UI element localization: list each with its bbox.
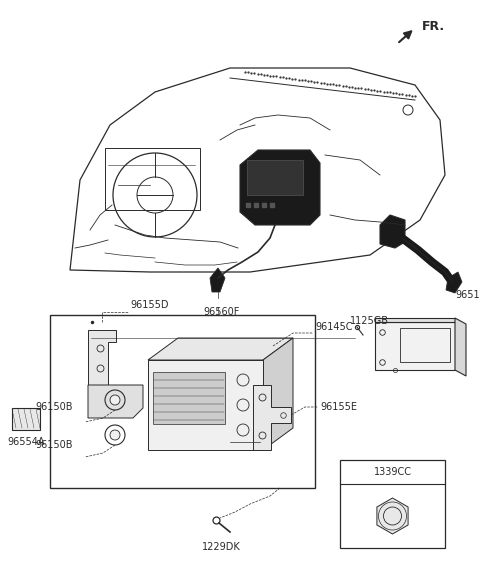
Polygon shape (253, 385, 291, 450)
Polygon shape (88, 330, 116, 398)
Text: 96560F: 96560F (204, 307, 240, 317)
Text: 96155D: 96155D (130, 300, 168, 310)
Polygon shape (375, 318, 455, 322)
Circle shape (110, 430, 120, 440)
Text: 96554A: 96554A (7, 437, 45, 447)
Polygon shape (455, 318, 466, 376)
Bar (153, 372, 225, 424)
Text: 1339CC: 1339CC (373, 467, 411, 477)
Polygon shape (88, 385, 143, 418)
Text: FR.: FR. (422, 20, 445, 32)
Bar (50, 315, 315, 488)
Text: 96145C: 96145C (315, 322, 352, 332)
Polygon shape (240, 150, 320, 225)
Text: 96155E: 96155E (320, 402, 357, 412)
Polygon shape (377, 498, 408, 534)
Polygon shape (210, 268, 225, 292)
Bar (340, 460, 445, 548)
Polygon shape (263, 338, 293, 450)
Text: 96150B: 96150B (36, 402, 73, 412)
Bar (12, 408, 40, 430)
Text: 96150B: 96150B (36, 440, 73, 450)
Text: 1125GB: 1125GB (350, 316, 389, 326)
Circle shape (110, 395, 120, 405)
Bar (105, 148, 200, 210)
Bar (148, 360, 263, 450)
Text: 96510G: 96510G (455, 290, 480, 300)
Polygon shape (375, 322, 455, 370)
Polygon shape (446, 272, 462, 293)
Text: 1229DK: 1229DK (202, 542, 240, 552)
Polygon shape (148, 338, 293, 360)
Polygon shape (380, 215, 405, 248)
Bar (247, 160, 303, 195)
Bar (400, 328, 450, 362)
